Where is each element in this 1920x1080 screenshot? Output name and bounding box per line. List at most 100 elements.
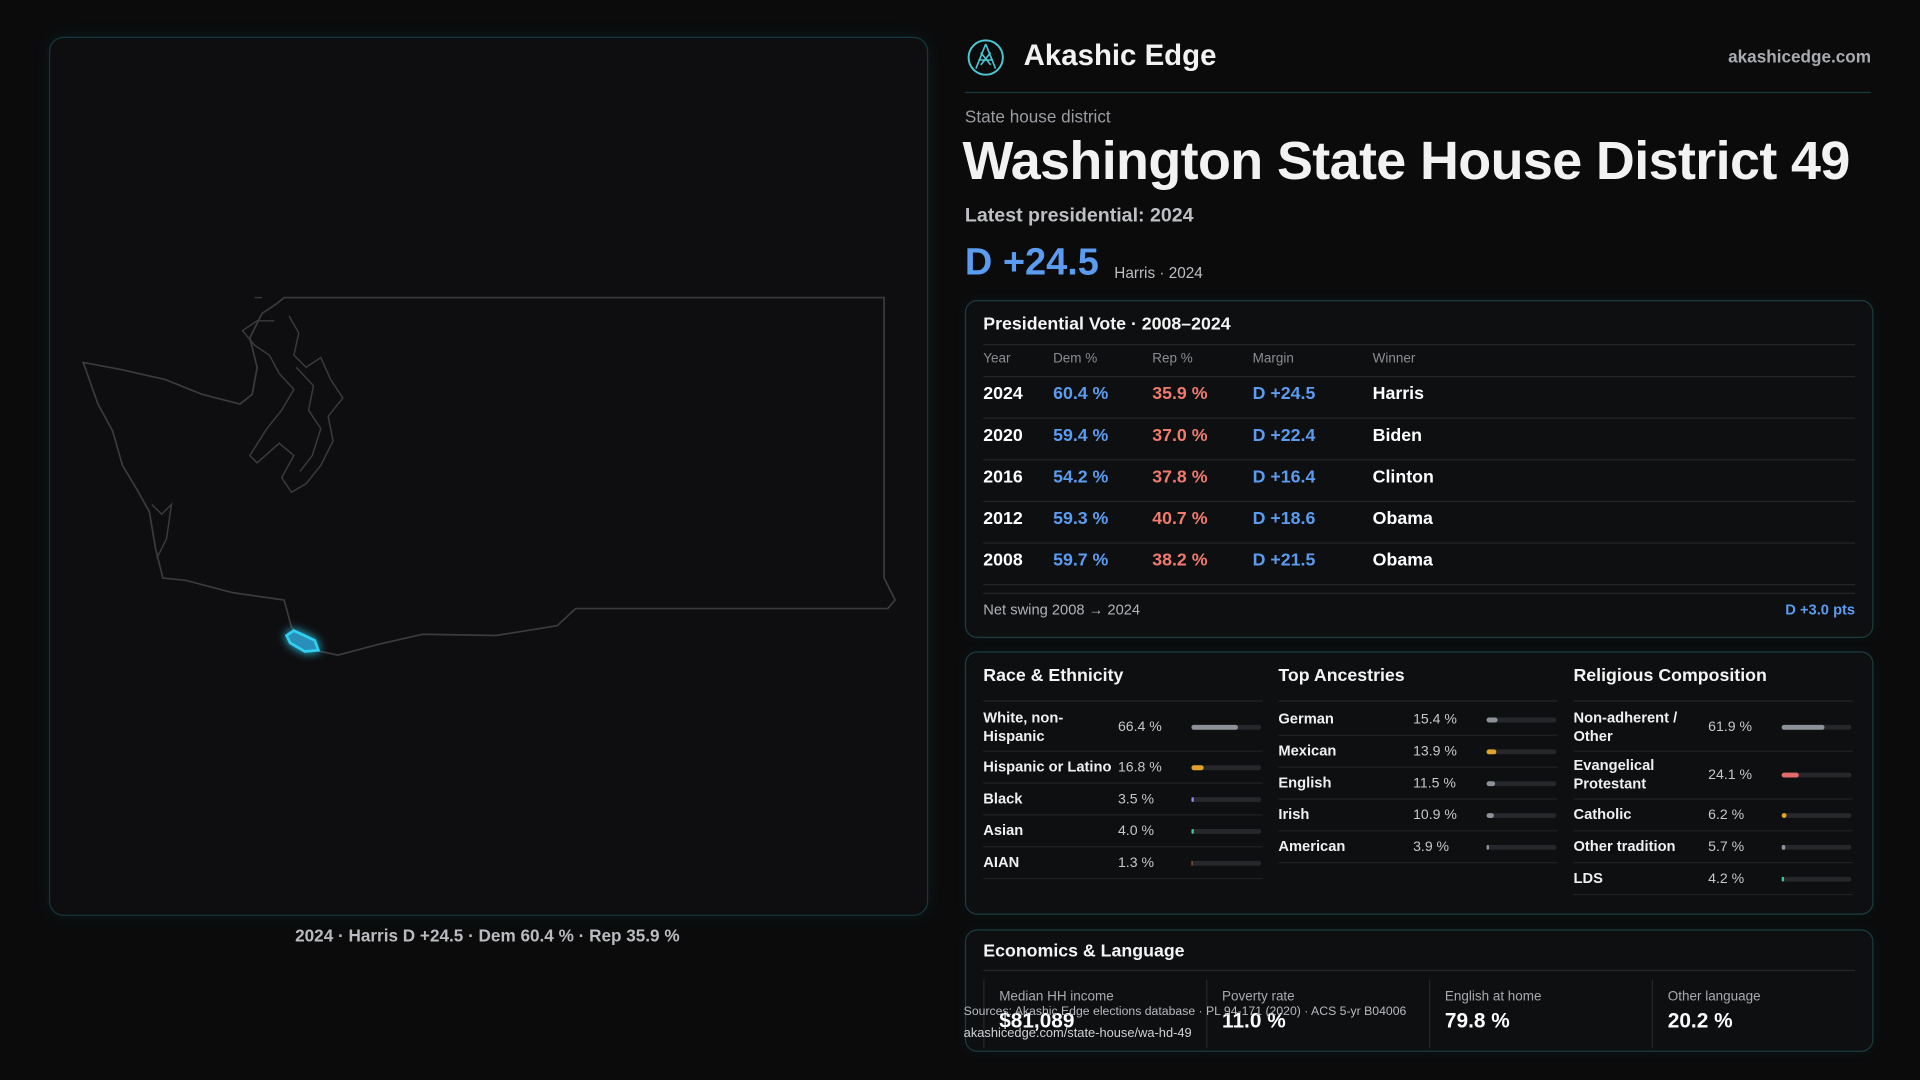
latest-label: Latest presidential: 2024 [964,205,1194,227]
stat: English at home 79.8 % [1428,979,1649,1049]
brand-name: Akashic Edge [1023,39,1217,73]
stat-value: 11.0 % [1222,1008,1286,1033]
divider [983,459,1856,461]
bar-track [1486,780,1557,786]
row-label: AIAN [983,853,1020,871]
table-cell: D +16.4 [1252,467,1316,488]
bar-track [1486,748,1557,754]
row-value: 4.0 % [1117,823,1154,839]
row-label: American [1278,837,1346,855]
row-label: Non-adherent / Other [1573,708,1678,745]
latest-margin: D +24.5 [964,240,1099,283]
presidential-card: Presidential Vote · 2008–2024 Net swing … [964,300,1874,638]
divider [983,592,1856,594]
bar [1486,812,1495,818]
row-value: 16.8 % [1117,759,1162,775]
bar-track [1781,772,1852,778]
bar-track [1781,844,1852,850]
stat-value: 20.2 % [1667,1008,1733,1033]
bar-track [1191,860,1262,866]
table-cell: 37.0 % [1152,426,1208,446]
row-label: Other tradition [1573,837,1676,855]
row-value: 66.4 % [1117,720,1162,735]
table-cell: 2020 [983,426,1023,446]
row-value: 6.2 % [1708,807,1745,823]
map-panel [48,36,929,916]
demographic-column: Race & Ethnicity White, non-Hispanic 66.4 … [983,653,1263,880]
bar [1781,772,1799,778]
bar-track [1781,724,1852,730]
demographic-row: Irish 10.9 % [1278,800,1558,832]
sources: Sources: Akashic Edge elections database… [963,1005,1407,1019]
table-cell: D +18.6 [1252,509,1316,529]
row-value: 13.9 % [1413,743,1457,759]
divider [983,542,1856,544]
table-cell: Obama [1372,509,1433,529]
state-outline [81,296,897,656]
logo [967,39,1004,76]
row-value: 15.4 % [1413,712,1457,727]
divider [983,417,1856,419]
table-cell: 2012 [983,509,1023,529]
bar [1781,812,1786,818]
table-cell: D +24.5 [1252,384,1316,405]
demographic-row: Hispanic or Latino 16.8 % [983,752,1263,784]
bar [1486,780,1495,786]
demographic-row: AIAN 1.3 % [983,847,1263,880]
bar [1191,828,1195,834]
divider [983,375,1856,378]
row-value: 3.5 % [1117,791,1154,807]
page-title: Washington State House District 49 [962,131,1850,192]
bar-track [1191,764,1262,770]
row-value: 3.9 % [1413,839,1450,855]
puget-sound [151,296,344,559]
demographic-column: Top Ancestries German 15.4 % Mexican 13.9 % E… [1278,653,1558,864]
demographic-row: Mexican 13.9 % [1278,736,1558,768]
row-label: Catholic [1573,805,1632,823]
demographic-row: Other tradition 5.7 % [1573,831,1853,864]
table-cell: 35.9 % [1152,384,1208,405]
table-cell: 59.3 % [1053,509,1109,529]
table-cell: 40.7 % [1152,509,1208,529]
bar-track [1486,812,1557,818]
row-label: Irish [1278,805,1310,823]
column-header: Margin [1252,351,1294,367]
bar-track [1781,812,1852,818]
table-cell: Clinton [1372,467,1434,488]
stat-label: Other language [1667,989,1761,1005]
stat-value: 79.8 % [1444,1008,1510,1033]
table-cell: 59.4 % [1053,426,1109,446]
bar [1486,844,1490,850]
row-label: Evangelical Protestant [1573,756,1655,793]
divider [1573,700,1853,702]
table-cell: Obama [1372,551,1433,571]
bar-track [1191,796,1262,802]
demographic-row: English 11.5 % [1278,768,1558,800]
stat: Poverty rate 11.0 % [1206,979,1426,1049]
table-cell: 54.2 % [1053,467,1109,488]
bar [1191,764,1204,770]
row-value: 5.7 % [1708,839,1745,855]
bar [1486,748,1497,754]
demographics-card: Race & Ethnicity White, non-Hispanic 66.4 … [964,651,1874,915]
bar [1781,876,1785,882]
demographic-row: American 3.9 % [1278,831,1558,864]
row-label: White, non-Hispanic [983,708,1064,745]
bar-track [1781,876,1852,882]
map-caption: 2024 · Harris D +24.5 · Dem 60.4 % · Rep… [295,925,680,946]
bar [1486,716,1498,722]
column-header: Winner [1372,351,1416,367]
section-title: Religious Composition [1573,666,1767,686]
row-value: 61.9 % [1708,720,1753,735]
stat: Median HH income $81,089 [983,979,1203,1049]
row-value: 24.1 % [1708,767,1753,783]
swing-label: Net swing 2008 → 2024 [983,601,1141,619]
demographic-row: Catholic 6.2 % [1573,800,1853,832]
row-label: Asian [983,821,1024,839]
divider [983,344,1856,346]
section-title: Top Ancestries [1278,666,1405,686]
divider [983,969,1856,972]
